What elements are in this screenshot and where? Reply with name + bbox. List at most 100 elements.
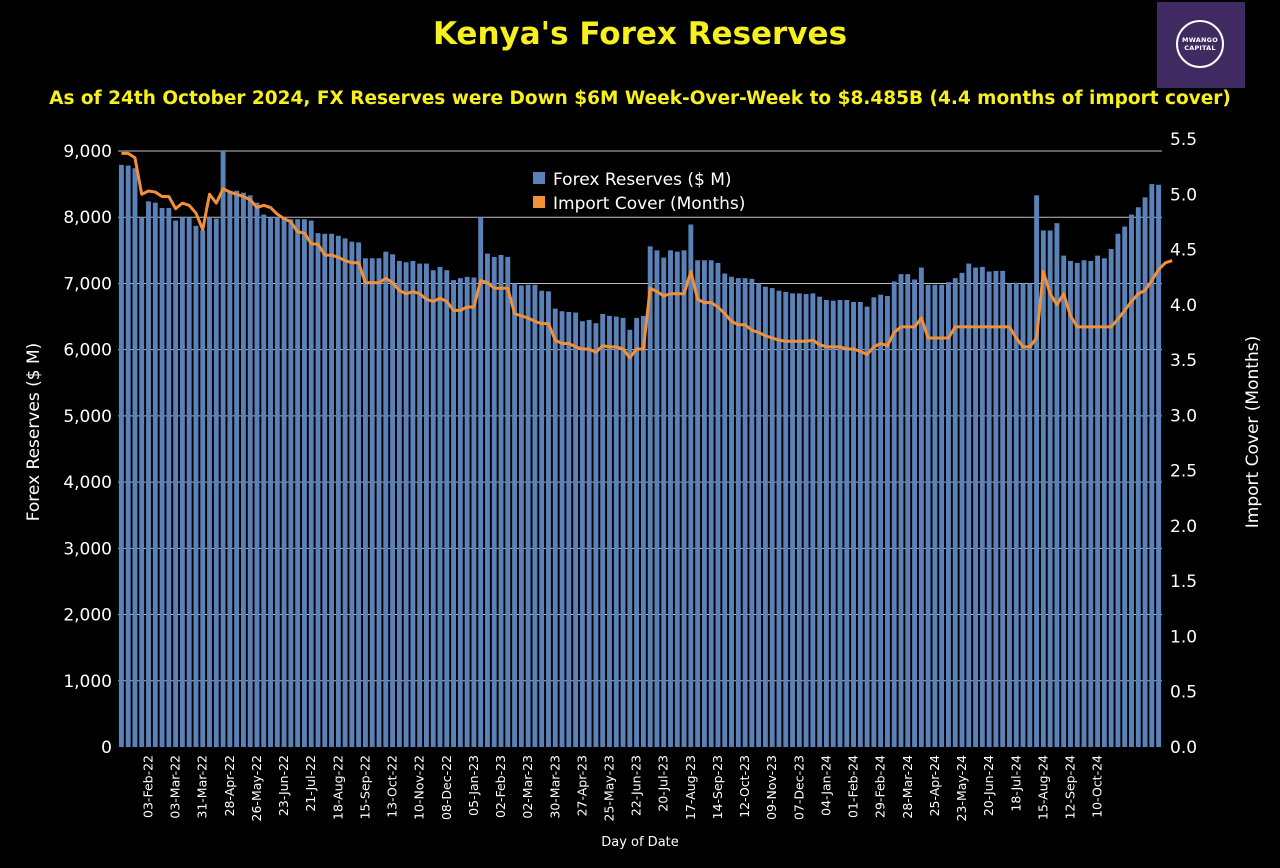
forex-bar	[776, 290, 782, 747]
chart-title: Kenya's Forex Reserves	[432, 16, 848, 52]
forex-bar	[634, 317, 640, 747]
forex-bar	[552, 308, 558, 747]
y2-tick-label: 5.5	[1170, 130, 1197, 150]
x-tick-label: 07-Dec-23	[791, 755, 806, 820]
x-tick-label: 18-Jul-24	[1008, 755, 1023, 812]
forex-bar	[546, 291, 551, 747]
forex-bar	[376, 258, 382, 747]
forex-bar	[146, 201, 151, 747]
x-tick-label: 14-Sep-23	[710, 755, 725, 819]
x-tick-label: 15-Sep-22	[357, 755, 372, 819]
x-tick-label: 04-Jan-24	[818, 755, 833, 816]
x-tick-label: 08-Dec-22	[439, 755, 454, 820]
forex-bar	[390, 254, 395, 747]
forex-bar	[715, 262, 721, 747]
import-cover-line	[121, 151, 1173, 360]
forex-bar	[417, 263, 423, 747]
brand-logo: MWANGO CAPITAL	[1157, 2, 1245, 88]
forex-bar	[708, 260, 714, 747]
forex-bar	[993, 270, 999, 747]
x-tick-label: 10-Oct-24	[1090, 755, 1105, 818]
x-tick-label: 26-May-22	[249, 755, 264, 821]
gridlines	[118, 150, 1162, 682]
forex-bar	[173, 220, 179, 747]
forex-bar	[695, 260, 701, 747]
forex-bar	[1068, 260, 1073, 747]
forex-bar	[424, 263, 429, 747]
y2-tick-label: 2.0	[1170, 517, 1197, 537]
x-tick-label: 20-Jun-24	[981, 755, 996, 816]
forex-bar	[769, 288, 775, 747]
y-tick-label: 4,000	[63, 473, 112, 493]
forex-bar	[722, 273, 728, 747]
forex-bar	[1149, 184, 1155, 748]
x-tick-label: 31-Mar-22	[195, 755, 210, 819]
forex-bar	[322, 233, 328, 747]
forex-bar	[118, 164, 124, 747]
forex-bar	[1115, 233, 1121, 747]
forex-bar	[857, 301, 863, 747]
forex-bar	[918, 267, 924, 747]
x-tick-label: 28-Mar-24	[900, 755, 915, 819]
forex-bar	[451, 280, 457, 747]
forex-bar	[966, 263, 972, 747]
forex-bar	[342, 238, 348, 747]
forex-bar	[952, 278, 958, 747]
y-tick-label: 9,000	[63, 142, 112, 162]
y-tick-label: 3,000	[63, 539, 112, 559]
forex-bar	[864, 306, 870, 747]
y2-tick-label: 3.5	[1170, 351, 1197, 371]
x-tick-label: 29-Feb-24	[873, 755, 888, 818]
chart-subtitle: As of 24th October 2024, FX Reserves wer…	[49, 88, 1231, 109]
forex-bar	[837, 300, 843, 747]
y-tick-label: 1,000	[63, 672, 112, 692]
line-series	[121, 151, 1173, 360]
forex-bar	[349, 241, 355, 747]
forex-bar	[281, 217, 287, 748]
forex-bar	[925, 284, 931, 747]
forex-bar	[1000, 270, 1006, 747]
x-tick-label: 01-Feb-24	[846, 755, 861, 818]
forex-bar	[1135, 207, 1141, 748]
logo-text-line1: MWANGO	[1182, 36, 1218, 44]
forex-bar	[356, 242, 362, 747]
forex-bar	[315, 233, 321, 747]
x-tick-label: 13-Oct-22	[385, 755, 400, 818]
forex-bar	[227, 190, 233, 748]
forex-bar	[613, 316, 619, 747]
forex-bar	[437, 266, 443, 747]
x-tick-label: 03-Mar-22	[168, 755, 183, 819]
forex-bar	[539, 290, 545, 747]
forex-bar	[1122, 226, 1128, 748]
forex-bar	[179, 217, 185, 748]
forex-bar	[905, 274, 911, 747]
y-tick-label: 5,000	[63, 407, 112, 427]
forex-bar	[308, 220, 314, 747]
forex-bar	[810, 293, 816, 747]
forex-bar	[139, 217, 145, 748]
forex-bar	[207, 217, 212, 748]
forex-bar	[1040, 230, 1046, 748]
x-tick-label: 10-Nov-22	[412, 755, 427, 820]
x-tick-label: 21-Jul-22	[303, 755, 318, 812]
x-tick-label: 23-Jun-22	[276, 755, 291, 816]
forex-bar	[444, 270, 450, 747]
forex-bar	[681, 250, 687, 747]
forex-bar	[166, 207, 172, 747]
forex-bar	[247, 195, 253, 747]
forex-bar	[823, 300, 829, 747]
forex-bar	[647, 246, 653, 748]
forex-bar	[200, 230, 206, 748]
forex-bar	[796, 293, 802, 747]
left-axis-ticks: 0 1,000 2,000 3,000 4,000 5,000 6,000 7,000 8,00…	[63, 142, 112, 758]
legend-label-line: Import Cover (Months)	[553, 194, 745, 214]
forex-bar	[959, 272, 965, 747]
y2-tick-label: 4.0	[1170, 296, 1197, 316]
forex-bar	[288, 219, 294, 747]
legend-swatch-line	[533, 196, 545, 208]
forex-bar	[783, 292, 789, 747]
x-tick-label: 09-Nov-23	[764, 755, 779, 820]
forex-bar	[661, 257, 667, 747]
forex-bar	[274, 217, 280, 748]
